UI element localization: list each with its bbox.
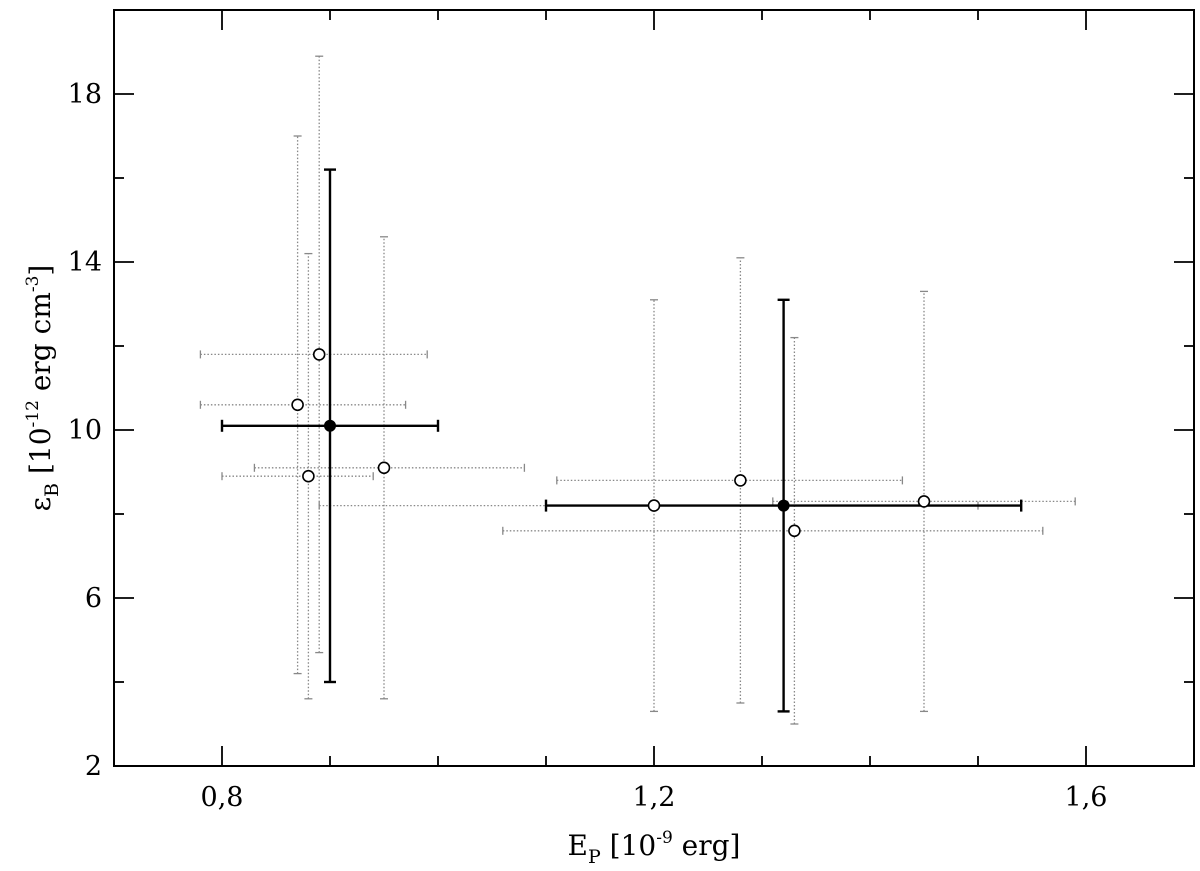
open-circle-point [647, 499, 661, 512]
x-tick-label: 1,6 [1065, 782, 1108, 813]
open-circle-point [917, 495, 931, 508]
data-points [291, 348, 931, 538]
plot-frame [113, 9, 1195, 767]
x-tick-label: 0,8 [201, 782, 244, 813]
open-circle-point [302, 469, 315, 483]
open-circle-point [734, 474, 747, 487]
axis-ticks [114, 10, 1194, 767]
x-axis-label: EP [10-9 erg] [568, 828, 741, 868]
filled-circle-point [777, 499, 790, 512]
y-tick-label: 18 [68, 79, 102, 110]
tick-labels: 0,8 1,2 1,6 2 6 10 14 18 [68, 79, 1108, 813]
y-tick-label: 14 [68, 247, 102, 278]
open-circle-point [377, 461, 391, 475]
y-tick-label: 10 [68, 415, 102, 446]
open-circle-point [788, 524, 801, 538]
x-tick-label: 1,2 [633, 782, 676, 813]
y-tick-label: 6 [85, 583, 102, 614]
y-tick-label: 2 [85, 751, 102, 782]
y-axis-label: εB [10-12 erg cm-3] [23, 265, 63, 512]
filled-circle-point [324, 419, 336, 432]
error-bars [199, 55, 1076, 725]
open-circle-point [312, 348, 326, 361]
open-circle-point [291, 398, 304, 412]
